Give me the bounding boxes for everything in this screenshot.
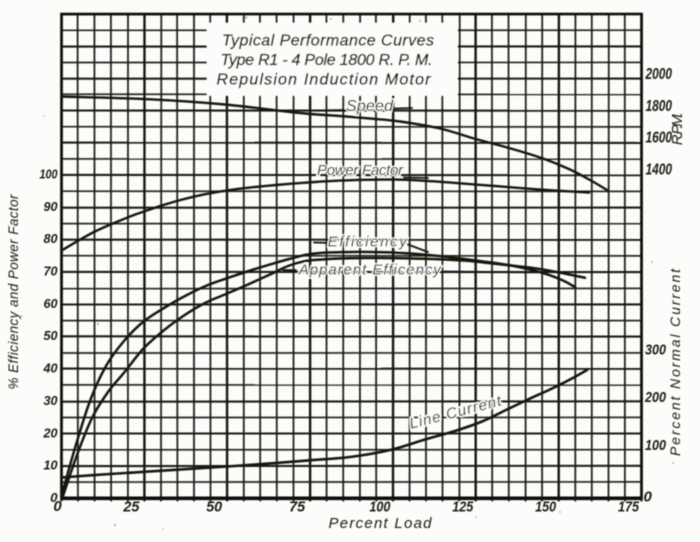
svg-text:Efficiency: Efficiency [328,234,409,251]
svg-text:Apparent Efficency: Apparent Efficency [298,262,443,279]
svg-text:% Efficiency and Power Factor: % Efficiency and Power Factor [6,194,21,390]
svg-text:0: 0 [644,489,653,506]
svg-text:Power Factor: Power Factor [317,162,404,179]
svg-text:20: 20 [43,425,59,440]
svg-text:50: 50 [44,328,59,343]
svg-text:50: 50 [206,499,223,516]
svg-text:60: 60 [44,296,59,311]
svg-text:90: 90 [44,199,59,214]
svg-text:100: 100 [645,437,667,454]
svg-text:Type R1 - 4 Pole 1800 R. P. M.: Type R1 - 4 Pole 1800 R. P. M. [221,52,433,69]
svg-text:125: 125 [452,499,474,516]
svg-text:80: 80 [44,231,59,246]
svg-text:150: 150 [535,499,557,516]
svg-text:30: 30 [44,393,59,408]
svg-text:Percent Load: Percent Load [329,515,433,532]
svg-text:Repulsion Induction Motor: Repulsion Induction Motor [217,72,432,89]
svg-text:2000: 2000 [645,66,672,83]
svg-text:10: 10 [44,458,59,473]
svg-text:Typical Performance Curves: Typical Performance Curves [222,33,434,50]
svg-text:300: 300 [645,341,667,358]
svg-text:25: 25 [122,499,140,516]
svg-text:100: 100 [369,499,391,516]
svg-text:Speed: Speed [346,98,394,115]
svg-text:100: 100 [40,166,59,181]
svg-text:R.P.M.: R.P.M. [669,112,686,145]
svg-text:0: 0 [53,498,62,515]
svg-text:200: 200 [644,389,666,406]
svg-text:1800: 1800 [646,98,673,115]
svg-text:40: 40 [43,361,59,376]
svg-text:175: 175 [618,499,640,516]
svg-text:75: 75 [289,499,306,516]
svg-text:1400: 1400 [646,162,673,179]
svg-text:70: 70 [44,264,59,279]
